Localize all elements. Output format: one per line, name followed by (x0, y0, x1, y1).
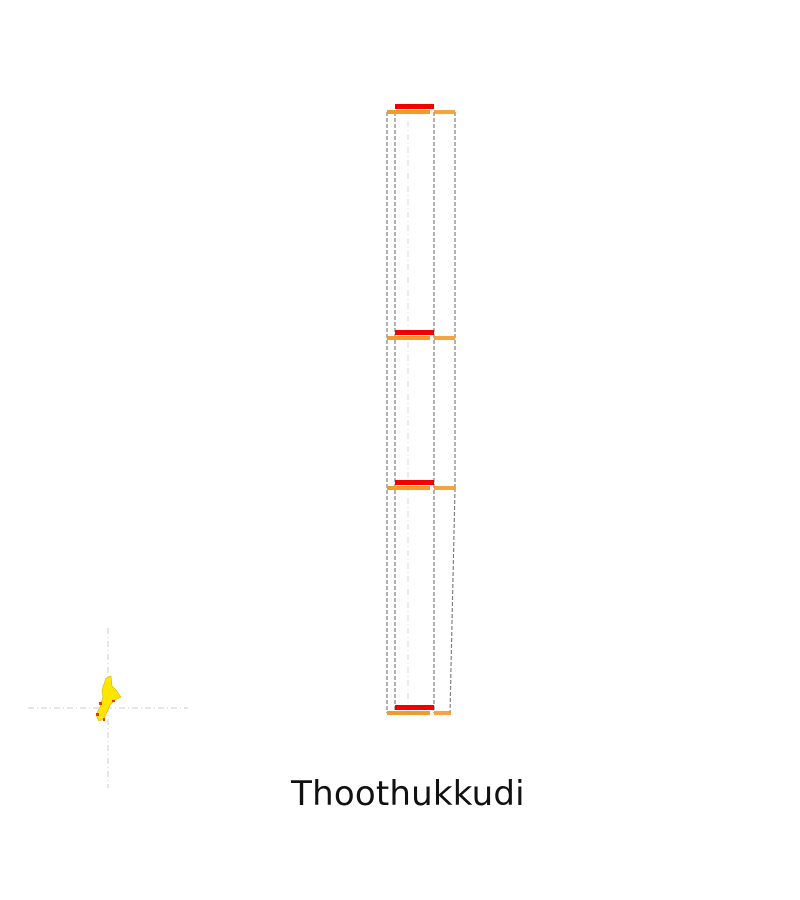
outline-connector (449, 487, 456, 714)
district-locator-shape (95, 675, 122, 722)
level-band (387, 110, 430, 114)
level-band (387, 486, 430, 490)
marker-band (395, 480, 434, 485)
marker-band (395, 104, 434, 109)
layered-outline (386, 104, 456, 715)
marker-band (395, 705, 434, 710)
district-locator-highlight (103, 718, 105, 721)
district-locator-highlight (99, 702, 102, 705)
level-band (434, 711, 451, 715)
locator-inset (28, 628, 188, 788)
map-title: Thoothukkudi (291, 774, 525, 814)
outline-level-2 (387, 330, 455, 340)
outline-level-4 (387, 705, 451, 715)
level-band (434, 336, 455, 340)
outline-level-1 (387, 104, 455, 114)
district-locator-highlight (112, 700, 115, 702)
level-band (434, 110, 455, 114)
district-locator-highlight (96, 713, 99, 716)
level-band (387, 336, 430, 340)
marker-band (395, 330, 434, 335)
outline-level-3 (387, 480, 455, 490)
level-band (387, 711, 430, 715)
level-band (434, 486, 455, 490)
